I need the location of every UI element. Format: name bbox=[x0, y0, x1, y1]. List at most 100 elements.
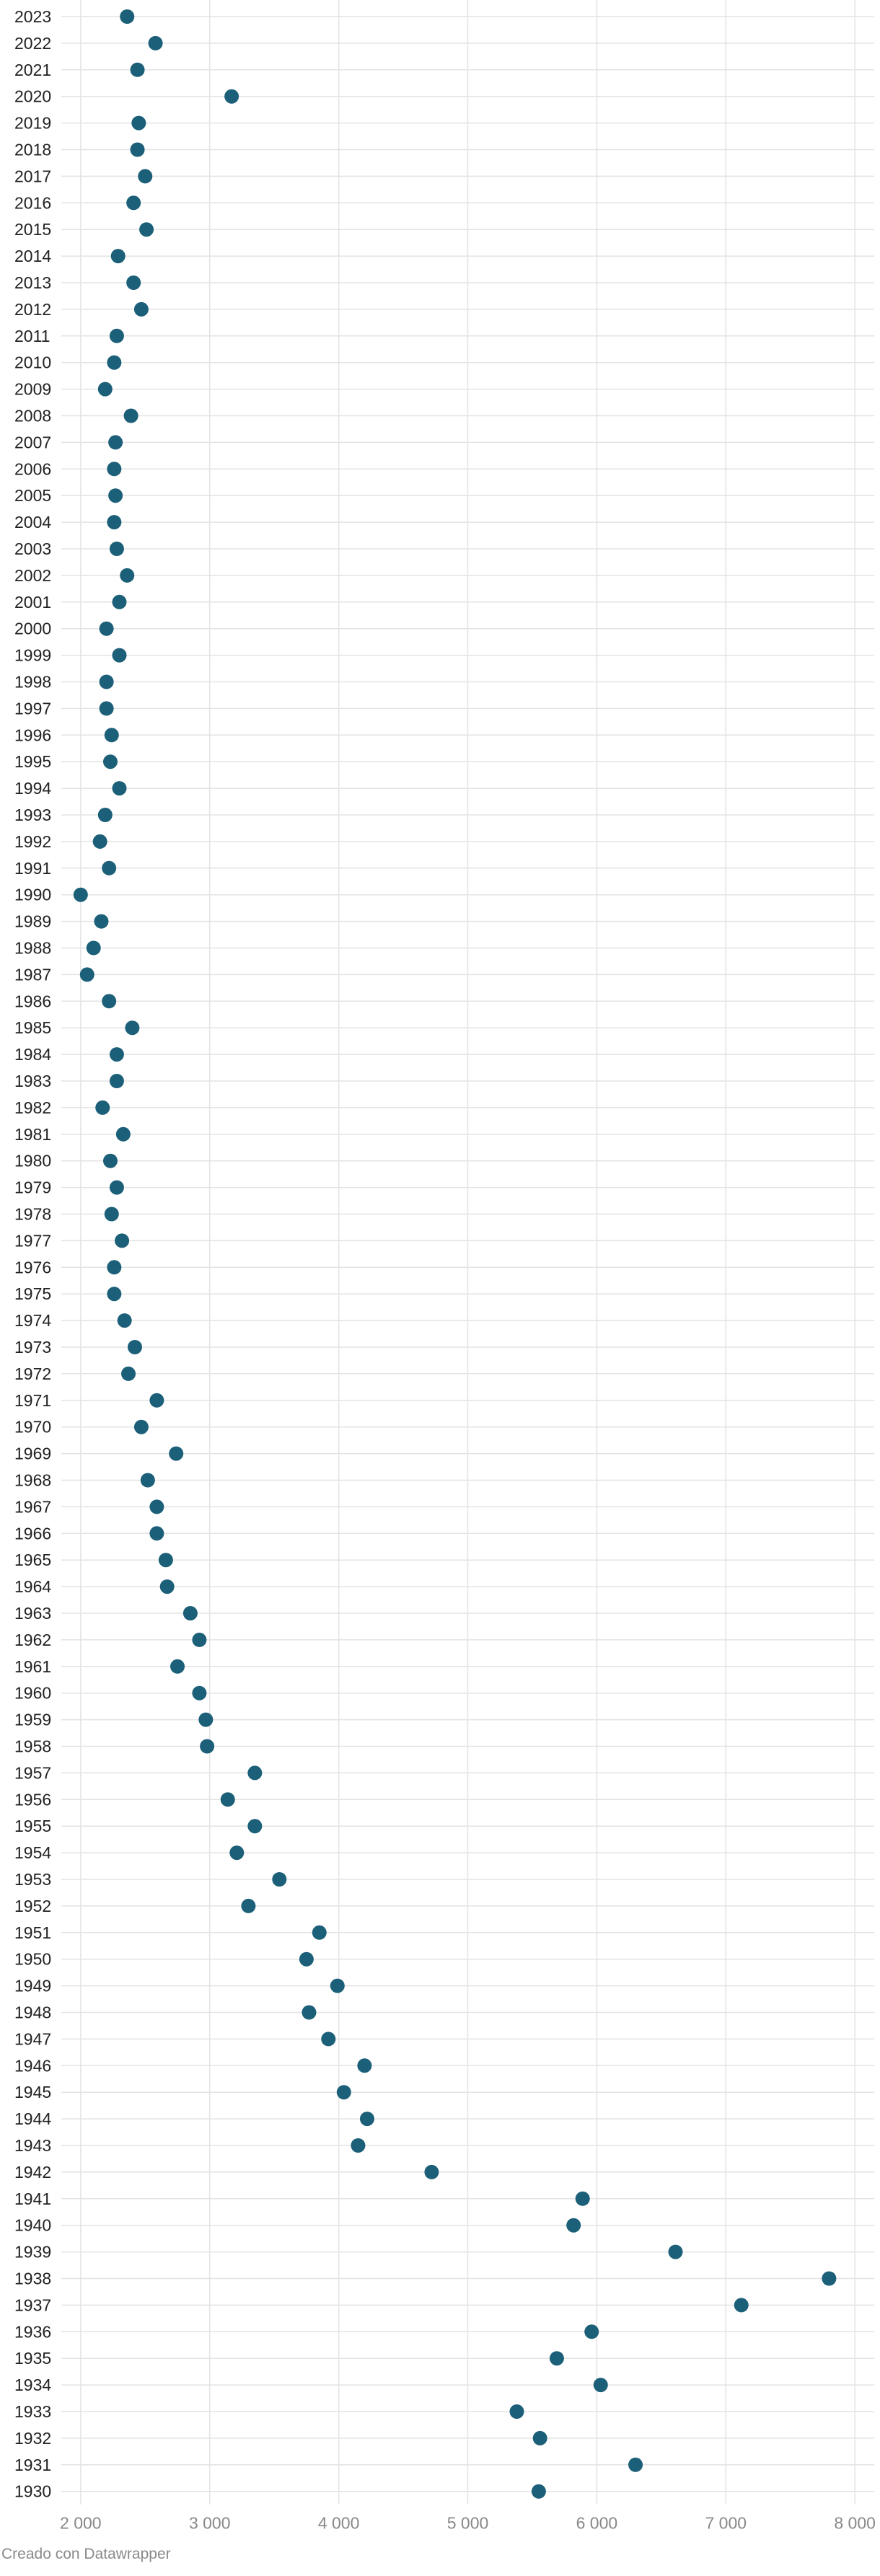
year-label: 1966 bbox=[14, 1524, 51, 1543]
year-label: 1980 bbox=[14, 1152, 51, 1170]
data-point bbox=[139, 222, 154, 237]
data-point bbox=[131, 115, 146, 131]
year-label: 1959 bbox=[14, 1711, 51, 1729]
year-label: 2010 bbox=[14, 353, 51, 372]
data-point bbox=[158, 1553, 173, 1568]
year-label: 1941 bbox=[14, 2189, 51, 2208]
data-point bbox=[668, 2244, 683, 2259]
data-point bbox=[299, 1951, 314, 1967]
data-point bbox=[198, 1712, 214, 1727]
data-point bbox=[133, 1419, 149, 1434]
data-point bbox=[220, 1792, 235, 1807]
year-label: 2000 bbox=[14, 619, 51, 638]
year-label: 1985 bbox=[14, 1018, 51, 1037]
data-point bbox=[107, 1287, 122, 1302]
year-label: 1949 bbox=[14, 1977, 51, 1995]
year-label: 1986 bbox=[14, 992, 51, 1010]
data-point bbox=[120, 9, 135, 24]
year-label: 1990 bbox=[14, 886, 51, 904]
data-point bbox=[247, 1819, 263, 1834]
year-label: 1938 bbox=[14, 2270, 51, 2288]
year-label: 1953 bbox=[14, 1870, 51, 1889]
year-label: 1995 bbox=[14, 752, 51, 771]
year-label: 2017 bbox=[14, 167, 51, 185]
data-point bbox=[99, 621, 114, 636]
data-point bbox=[359, 2112, 374, 2127]
data-point bbox=[117, 1313, 132, 1328]
data-point bbox=[104, 1207, 119, 1222]
year-label: 1931 bbox=[14, 2456, 51, 2474]
year-label: 1972 bbox=[14, 1364, 51, 1383]
year-labels: 2023 2022 2021 2020 2019 2018 2017 2016 2015 2014… bbox=[14, 7, 51, 2501]
data-point bbox=[549, 2351, 564, 2366]
data-point bbox=[133, 301, 149, 317]
data-point bbox=[509, 2404, 524, 2419]
data-point bbox=[424, 2164, 439, 2179]
year-label: 2018 bbox=[14, 141, 51, 159]
data-point bbox=[123, 408, 138, 423]
year-label: 1977 bbox=[14, 1231, 51, 1250]
data-point bbox=[102, 754, 118, 769]
year-label: 2021 bbox=[14, 61, 51, 79]
data-point bbox=[321, 2032, 336, 2047]
data-point bbox=[102, 860, 117, 875]
year-label: 1956 bbox=[14, 1790, 51, 1809]
year-label: 2003 bbox=[14, 539, 51, 558]
year-label: 1946 bbox=[14, 2056, 51, 2075]
data-point bbox=[149, 1526, 164, 1541]
year-label: 1976 bbox=[14, 1258, 51, 1276]
data-point bbox=[138, 169, 153, 184]
year-label: 2016 bbox=[14, 193, 51, 212]
year-label: 1978 bbox=[14, 1205, 51, 1224]
data-point bbox=[108, 488, 123, 503]
year-label: 2020 bbox=[14, 87, 51, 106]
year-label: 1952 bbox=[14, 1897, 51, 1915]
year-label: 2006 bbox=[14, 459, 51, 478]
data-point bbox=[99, 701, 114, 716]
year-label: 1999 bbox=[14, 646, 51, 665]
year-label: 1989 bbox=[14, 912, 51, 931]
data-point bbox=[302, 2005, 317, 2020]
year-label: 1943 bbox=[14, 2136, 51, 2155]
year-label: 2007 bbox=[14, 433, 51, 451]
year-label: 1988 bbox=[14, 939, 51, 958]
data-point bbox=[109, 328, 124, 343]
year-label: 2011 bbox=[14, 327, 50, 345]
data-point bbox=[336, 2085, 351, 2100]
year-label: 1964 bbox=[14, 1577, 51, 1596]
year-label: 2022 bbox=[14, 34, 51, 53]
year-label: 1998 bbox=[14, 673, 51, 692]
year-label: 1983 bbox=[14, 1072, 51, 1090]
data-point bbox=[169, 1446, 184, 1461]
data-point bbox=[229, 1845, 245, 1861]
data-point bbox=[109, 542, 124, 556]
year-label: 2008 bbox=[14, 407, 51, 425]
data-point bbox=[110, 249, 126, 264]
year-label: 1987 bbox=[14, 965, 51, 984]
x-tick-label: 5 000 bbox=[447, 2514, 489, 2533]
year-label: 1970 bbox=[14, 1418, 51, 1437]
x-tick-label: 8 000 bbox=[834, 2514, 876, 2533]
year-label: 1981 bbox=[14, 1125, 51, 1144]
data-point bbox=[107, 515, 122, 530]
x-axis: 2 000 3 000 4 000 5 000 6 000 7 000 8 000 bbox=[60, 2514, 876, 2533]
data-point bbox=[130, 142, 145, 157]
data-point bbox=[86, 940, 101, 956]
data-point bbox=[822, 2271, 837, 2286]
year-label: 1950 bbox=[14, 1950, 51, 1969]
x-tick-label: 7 000 bbox=[705, 2514, 747, 2533]
year-label: 2005 bbox=[14, 486, 51, 505]
year-label: 1940 bbox=[14, 2216, 51, 2235]
data-point bbox=[224, 89, 239, 104]
data-point bbox=[115, 1126, 131, 1142]
data-point bbox=[272, 1872, 287, 1887]
year-label: 1958 bbox=[14, 1737, 51, 1756]
year-label: 1935 bbox=[14, 2349, 51, 2368]
data-point bbox=[182, 1606, 198, 1620]
year-label: 1933 bbox=[14, 2402, 51, 2421]
x-tick-label: 6 000 bbox=[576, 2514, 618, 2533]
year-label: 1947 bbox=[14, 2029, 51, 2048]
data-point bbox=[121, 1366, 136, 1381]
data-point bbox=[109, 1180, 124, 1195]
data-point bbox=[109, 1074, 124, 1088]
